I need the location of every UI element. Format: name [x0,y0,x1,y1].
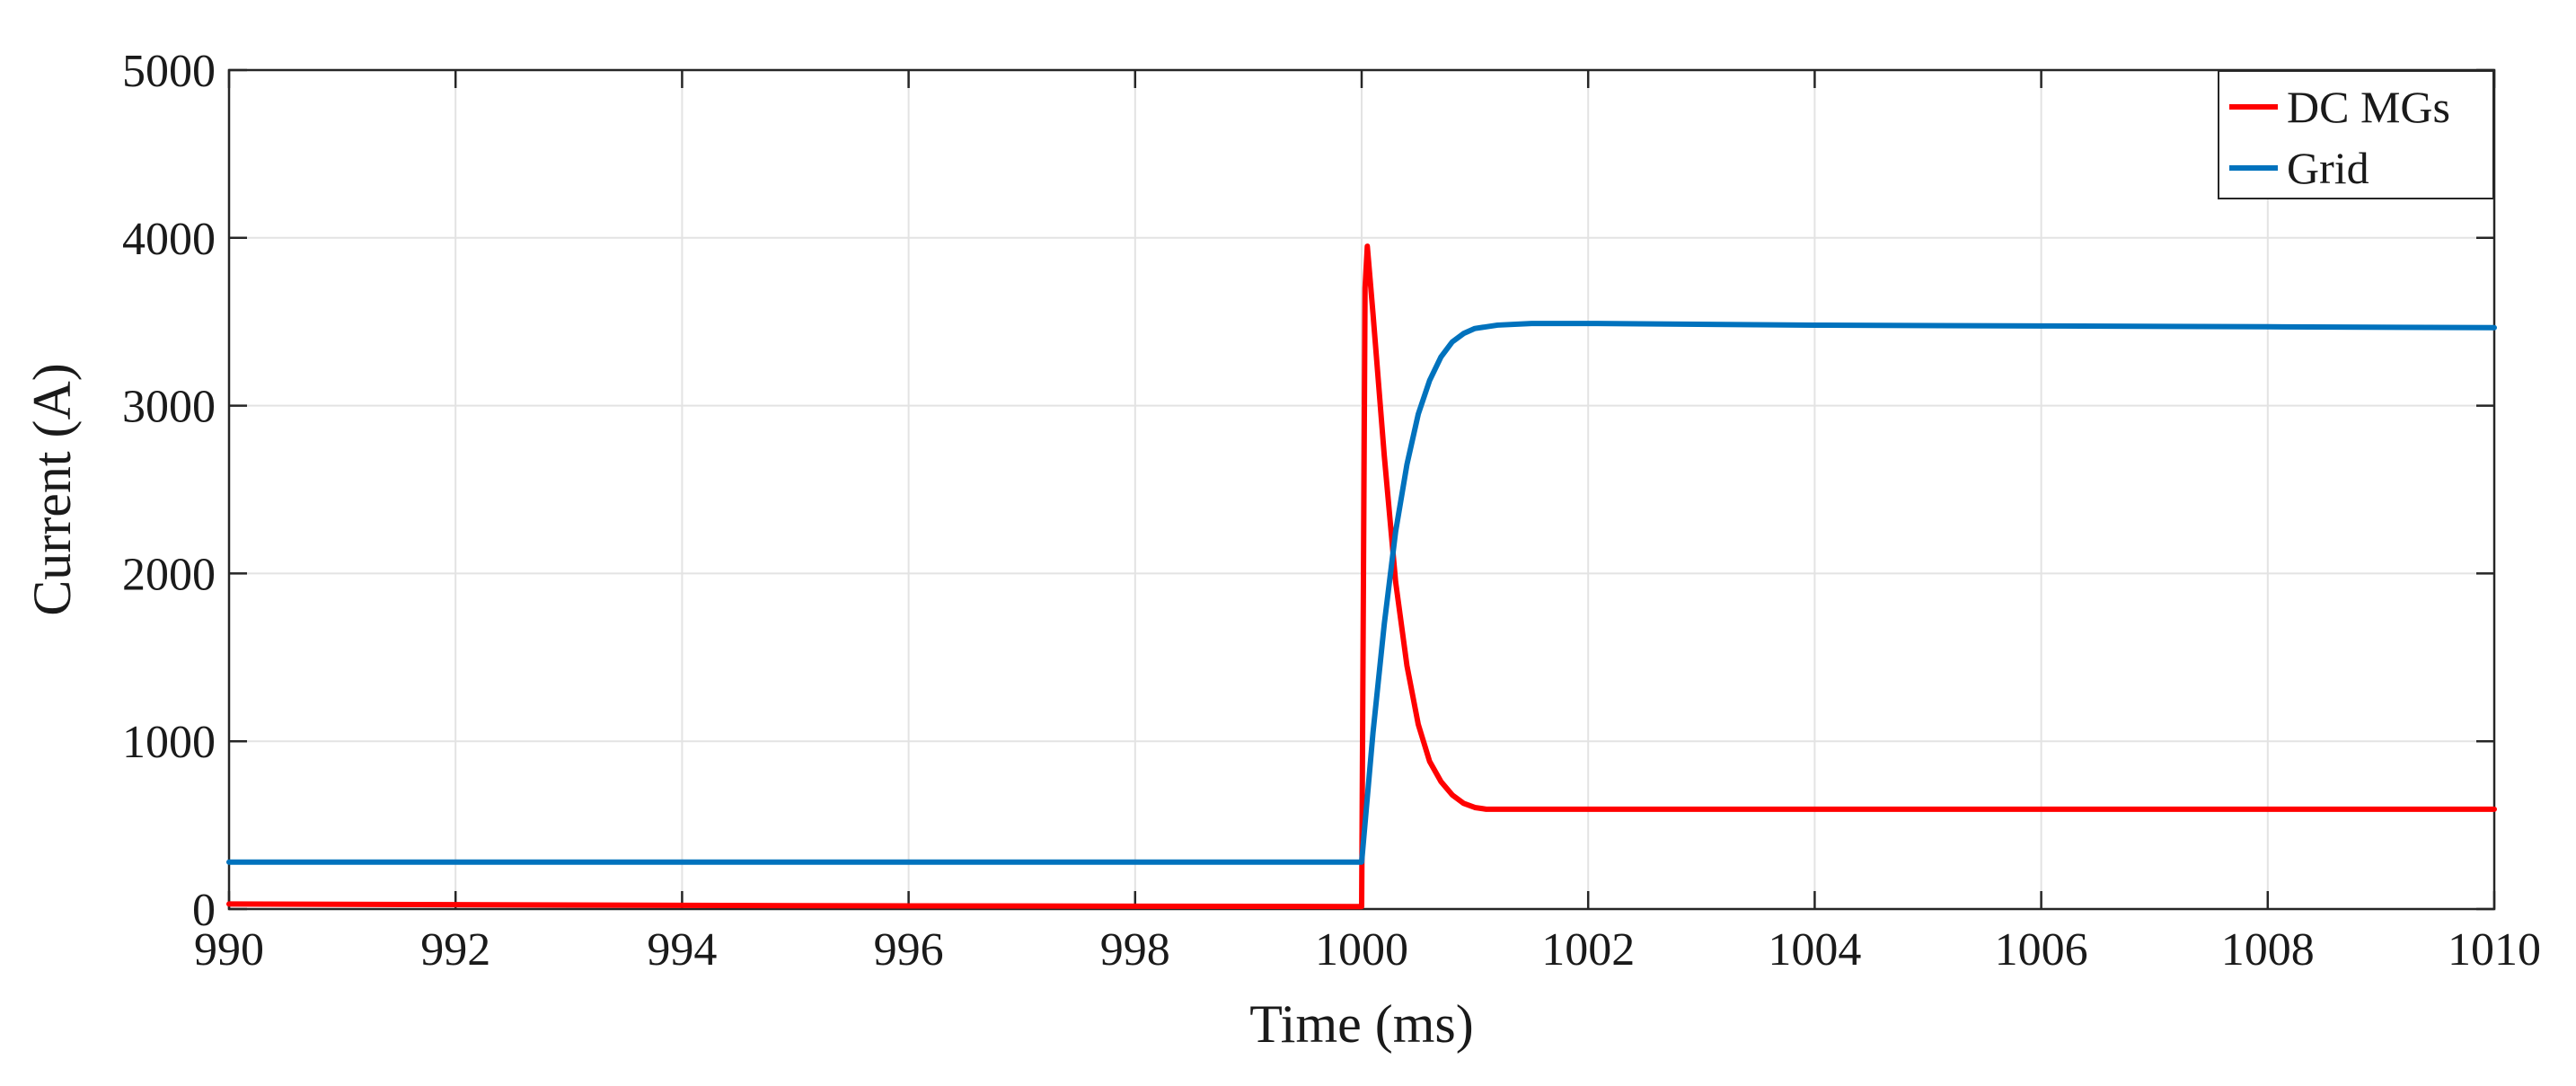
series-line-dc-mgs [226,243,2497,910]
x-tick-label: 1002 [1541,924,1635,976]
x-tick-label: 990 [194,924,264,976]
y-tick-label: 1000 [122,717,216,768]
series-lines [226,243,2497,910]
y-tick-label: 3000 [122,382,216,433]
x-tick-label: 1004 [1768,924,1861,976]
x-tick-label: 1006 [1995,924,2088,976]
x-tick-label: 992 [420,924,490,976]
y-tick-label: 4000 [122,214,216,265]
x-tick-label: 1008 [2221,924,2315,976]
x-tick-label: 996 [874,924,944,976]
legend-box [2218,70,2494,199]
y-tick-label: 5000 [122,46,216,97]
legend-label-grid: Grid [2287,143,2369,193]
legend: DC MGs Grid [2218,70,2494,199]
legend-label-dc-mgs: DC MGs [2287,82,2450,132]
x-tick-label: 994 [647,924,717,976]
x-tick-label: 998 [1100,924,1170,976]
axis-ticks: 990 992 994 996 998 1000 1002 1004 1006 1008 1010 0… [122,46,2541,976]
y-tick-label: 0 [192,885,216,936]
y-tick-label: 2000 [122,549,216,600]
x-tick-label: 1000 [1315,924,1408,976]
x-tick-label: 1010 [2448,924,2541,976]
y-axis-title: Current (A) [22,363,82,616]
series-line-grid [226,321,2497,865]
x-axis-title: Time (ms) [1249,994,1474,1054]
